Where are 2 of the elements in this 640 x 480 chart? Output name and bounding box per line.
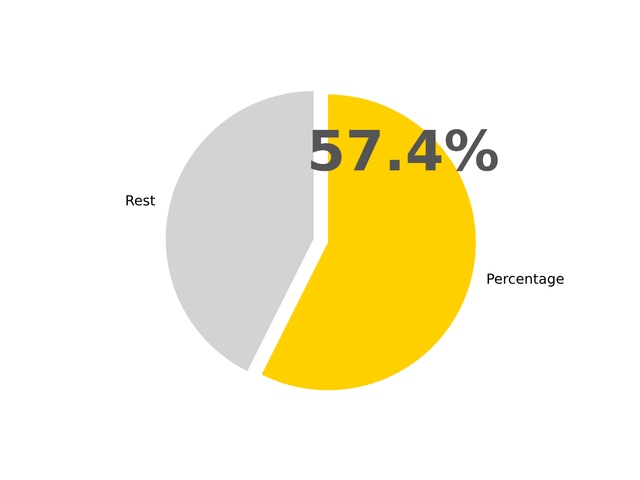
slice-label: Rest	[126, 195, 156, 206]
slice-label: Percentage	[488, 274, 564, 287]
